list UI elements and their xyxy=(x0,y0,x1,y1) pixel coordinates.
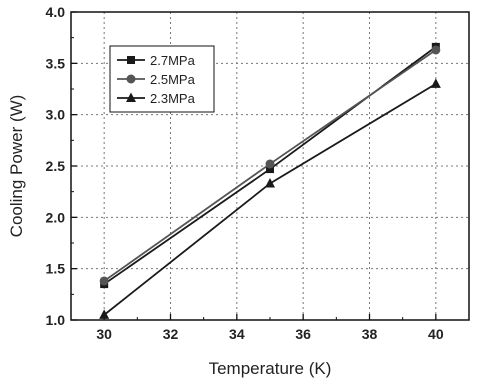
data-point xyxy=(99,276,109,286)
x-tick-label: 30 xyxy=(96,326,112,342)
data-point xyxy=(430,78,441,88)
x-tick-label: 36 xyxy=(295,326,311,342)
y-tick-label: 1.0 xyxy=(46,312,66,328)
x-axis-title: Temperature (K) xyxy=(209,359,332,378)
legend-label: 2.5MPa xyxy=(150,72,196,87)
data-point xyxy=(99,309,110,319)
x-tick-label: 38 xyxy=(362,326,378,342)
y-tick-label: 2.5 xyxy=(46,158,66,174)
y-tick-label: 3.0 xyxy=(46,107,66,123)
data-point xyxy=(431,45,441,55)
legend-item: 2.3MPa xyxy=(117,91,196,106)
legend-label: 2.3MPa xyxy=(150,91,196,106)
grid xyxy=(71,12,469,320)
legend-marker xyxy=(127,56,135,64)
legend-item: 2.5MPa xyxy=(117,72,196,87)
series-2.3MPa xyxy=(99,78,441,319)
legend: 2.7MPa 2.5MPa 2.3MPa xyxy=(109,45,215,113)
y-tick-label: 3.5 xyxy=(46,55,66,71)
data-point xyxy=(265,177,275,188)
legend-marker xyxy=(126,92,136,102)
x-tick-label: 32 xyxy=(163,326,179,342)
y-tick-label: 1.5 xyxy=(46,261,66,277)
legend-marker xyxy=(126,74,136,84)
y-axis-title: Cooling Power (W) xyxy=(7,95,26,238)
legend-item: 2.7MPa xyxy=(117,53,196,68)
data-point xyxy=(265,159,275,169)
series-2.5MPa xyxy=(99,45,441,286)
y-tick-label: 2.0 xyxy=(46,209,66,225)
x-tick-label: 34 xyxy=(229,326,245,342)
series-layer xyxy=(99,42,441,319)
x-tick-label: 40 xyxy=(428,326,444,342)
series-line xyxy=(103,83,437,316)
axis-ticks: 30 32 34 36 38 40 1.0 1.5 2.0 2.5 3.0 3.5 4.0 xyxy=(46,4,470,342)
legend-label: 2.7MPa xyxy=(150,53,196,68)
data-point xyxy=(266,165,274,174)
y-tick-label: 4.0 xyxy=(46,4,66,20)
